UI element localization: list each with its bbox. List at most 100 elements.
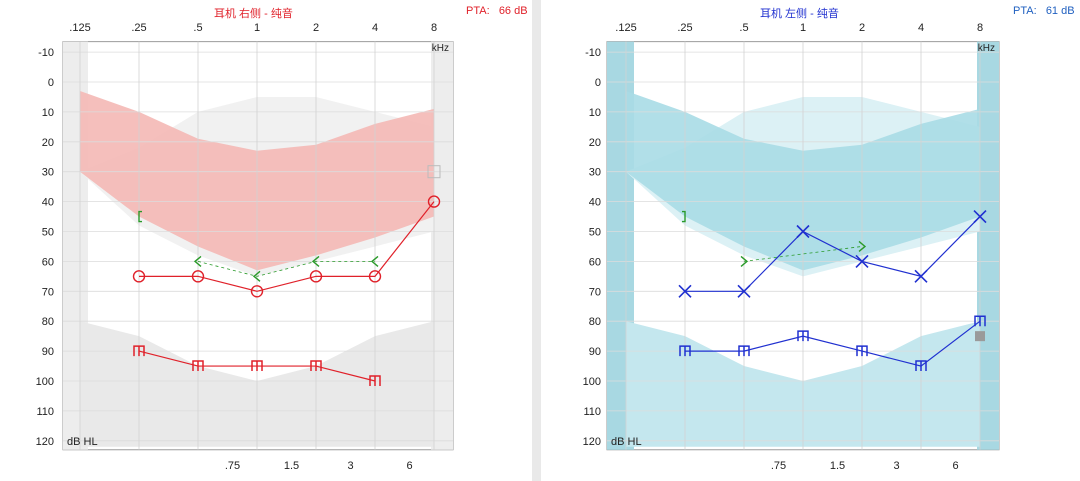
x-tick-label: .125 [615, 22, 636, 34]
data-point [251, 360, 263, 372]
data-point [133, 345, 145, 357]
y-tick-label: 70 [589, 286, 601, 298]
left-ear-audiogram-panel: 耳机 左侧 - 纯音 PTA: 61 dB -10 0 10 20 30 40 50 60 70… [541, 0, 1080, 481]
y-tick-label: 60 [589, 256, 601, 268]
chart-title: 耳机 左侧 - 纯音 [760, 8, 839, 20]
chart-title: 耳机 右侧 - 纯音 [214, 8, 293, 20]
x-tick-label: 3 [893, 460, 899, 472]
pta-label-text: PTA: [1013, 5, 1037, 17]
data-point [679, 345, 691, 357]
data-point [858, 240, 867, 252]
x-tick-label: 4 [918, 22, 924, 34]
y-tick-label: 40 [42, 197, 54, 209]
data-point [309, 270, 323, 283]
x-tick-label: 3 [347, 460, 353, 472]
x-tick-label: .5 [739, 22, 748, 34]
data-point [915, 360, 927, 372]
y-tick-label: 80 [42, 316, 54, 328]
x-tick-label: 8 [977, 22, 983, 34]
y-tick-label: 120 [36, 436, 54, 448]
data-point [191, 270, 205, 283]
x-unit-label: kHz [978, 43, 995, 54]
x-tick-label: 6 [406, 460, 412, 472]
edge-strip [431, 41, 453, 450]
data-point [974, 315, 986, 327]
data-point [855, 254, 869, 268]
data-point [310, 360, 322, 372]
right-ear-audiogram-panel: 耳机 右侧 - 纯音 PTA: 66 dB -10 0 10 20 30 40 50 60 70… [0, 0, 532, 481]
y-tick-label: 50 [589, 227, 601, 239]
y-tick-label: 120 [583, 436, 601, 448]
data-point [252, 270, 261, 282]
y-tick-label: 60 [42, 256, 54, 268]
y-tick-label: 110 [583, 406, 601, 418]
y-tick-label: 20 [589, 137, 601, 149]
data-point [973, 209, 987, 224]
y-axis-label: dB HL [67, 436, 98, 448]
audiogram-plot: -10 0 10 20 30 40 50 60 70 80 90 100 110 120 .125 .25 .5… [583, 22, 1000, 472]
y-tick-label: 0 [595, 77, 601, 89]
data-point [192, 360, 204, 372]
x-tick-label: 1 [800, 22, 806, 34]
x-tick-label: 1 [254, 22, 260, 34]
edge-strip [977, 41, 999, 450]
y-tick-label: 110 [36, 406, 54, 418]
data-point [737, 284, 751, 298]
x-tick-label: .75 [771, 460, 786, 472]
y-tick-label: -10 [38, 47, 54, 59]
x-tick-label: 2 [859, 22, 865, 34]
data-point [678, 284, 692, 298]
data-point [682, 210, 686, 223]
series-line [685, 320, 981, 367]
x-tick-label: 8 [431, 22, 437, 34]
x-tick-label: 1.5 [830, 460, 845, 472]
audiogram-plot: -10 0 10 20 30 40 50 60 70 80 90 100 110 120 .125 .25 .5… [36, 22, 454, 472]
data-point [193, 255, 202, 267]
data-point [132, 270, 146, 283]
data-point [740, 255, 749, 267]
data-point [738, 345, 750, 357]
series-line [685, 216, 981, 292]
pta-label: PTA: 66 dB [466, 5, 528, 17]
x-tick-label: .25 [677, 22, 692, 34]
y-tick-label: 30 [42, 167, 54, 179]
y-tick-label: 10 [42, 107, 54, 119]
x-tick-label: 1.5 [284, 460, 299, 472]
data-point [250, 285, 264, 298]
data-point [369, 375, 381, 386]
y-tick-label: 80 [589, 316, 601, 328]
pta-value: 66 dB [498, 5, 528, 17]
y-tick-label: 100 [36, 376, 54, 388]
x-tick-label: .75 [225, 460, 240, 472]
y-tick-label: 90 [589, 346, 601, 358]
y-axis-label: dB HL [611, 436, 642, 448]
series-line [139, 201, 435, 292]
data-point [311, 255, 320, 267]
x-tick-label: 2 [313, 22, 319, 34]
data-point [427, 195, 441, 208]
marker-square [975, 331, 985, 342]
x-unit-label: kHz [432, 43, 449, 54]
x-tick-label: .25 [131, 22, 146, 34]
data-point [370, 255, 379, 267]
y-tick-label: 30 [589, 167, 601, 179]
x-tick-label: .125 [69, 22, 90, 34]
y-tick-label: 20 [42, 137, 54, 149]
y-tick-label: 90 [42, 346, 54, 358]
y-tick-label: 70 [42, 286, 54, 298]
x-tick-label: 4 [372, 22, 378, 34]
data-point [797, 330, 809, 342]
data-point [856, 345, 868, 357]
y-tick-label: 0 [48, 77, 54, 89]
data-point [914, 269, 928, 283]
data-point [796, 224, 810, 239]
y-tick-label: 10 [589, 107, 601, 119]
x-tick-label: 6 [952, 460, 958, 472]
series-line [743, 246, 863, 262]
data-point [138, 210, 142, 223]
marker-square [427, 165, 441, 179]
y-tick-label: 40 [589, 197, 601, 209]
y-tick-label: 100 [583, 376, 601, 388]
pta-label-text: PTA: [466, 5, 490, 17]
x-tick-label: .5 [193, 22, 202, 34]
